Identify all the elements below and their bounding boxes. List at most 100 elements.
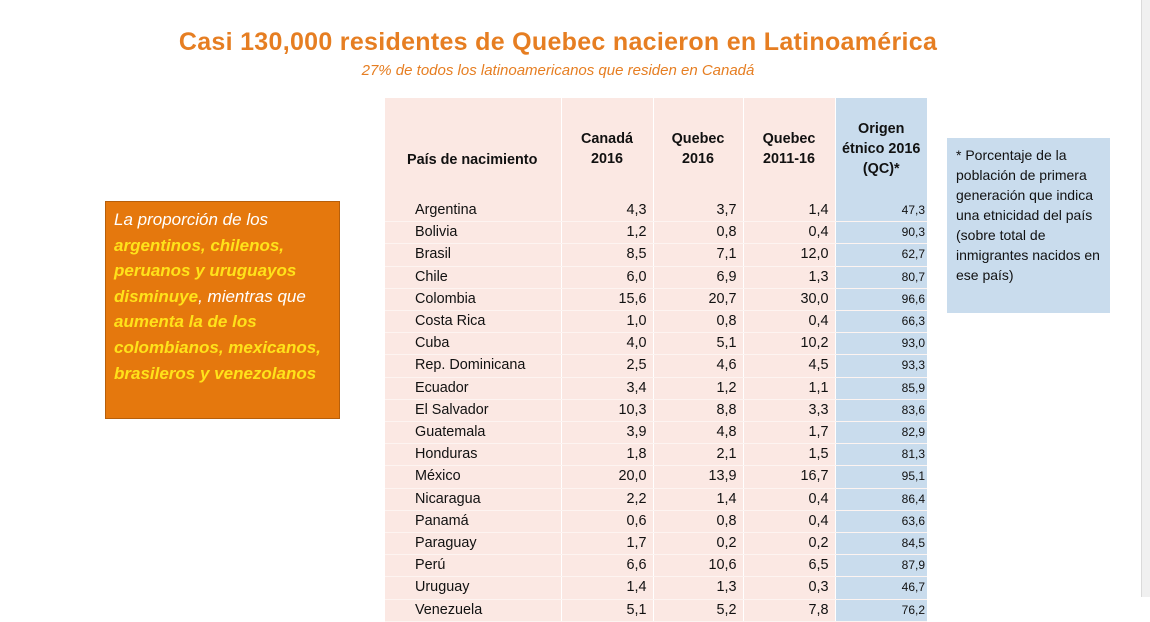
cell-country: Colombia	[385, 288, 561, 312]
page-title: Casi 130,000 residentes de Quebec nacier…	[178, 28, 938, 56]
cell-quebec-2011-16: 7,8	[742, 599, 835, 622]
callout-text-2: , mientras que	[198, 286, 306, 306]
header-quebec-2011-16: Quebec 2011-16	[742, 98, 835, 200]
table-row: Uruguay 1,4 1,3 0,3 46,7	[385, 576, 927, 600]
cell-country: Argentina	[385, 200, 561, 223]
table-row: Rep. Dominicana 2,5 4,6 4,5 93,3	[385, 354, 927, 378]
cell-country: Guatemala	[385, 421, 561, 445]
table-row: Cuba 4,0 5,1 10,2 93,0	[385, 332, 927, 356]
cell-canada-2016: 6,0	[560, 266, 653, 289]
table-row: Paraguay 1,7 0,2 0,2 84,5	[385, 532, 927, 556]
cell-origen-etnico: 87,9	[834, 554, 927, 578]
cell-country: Rep. Dominicana	[385, 354, 561, 378]
cell-origen-etnico: 46,7	[834, 576, 927, 600]
table-row: Ecuador 3,4 1,2 1,1 85,9	[385, 377, 927, 400]
cell-quebec-2016: 2,1	[652, 443, 743, 467]
table-row: Argentina 4,3 3,7 1,4 47,3	[385, 200, 927, 223]
cell-quebec-2011-16: 1,5	[742, 443, 835, 467]
cell-country: Brasil	[385, 243, 561, 267]
cell-origen-etnico: 76,2	[834, 599, 927, 622]
cell-canada-2016: 4,0	[560, 332, 653, 356]
cell-quebec-2016: 20,7	[652, 288, 743, 312]
cell-canada-2016: 0,6	[560, 510, 653, 534]
cell-quebec-2016: 1,4	[652, 488, 743, 511]
cell-quebec-2016: 5,1	[652, 332, 743, 356]
table-row: Chile 6,0 6,9 1,3 80,7	[385, 266, 927, 289]
cell-quebec-2016: 0,8	[652, 221, 743, 245]
window-edge-bar	[1141, 0, 1150, 597]
cell-quebec-2011-16: 0,4	[742, 221, 835, 245]
table-row: El Salvador 10,3 8,8 3,3 83,6	[385, 399, 927, 423]
cell-origen-etnico: 82,9	[834, 421, 927, 445]
cell-quebec-2011-16: 0,4	[742, 310, 835, 334]
callout-text-1: La proporción de los	[114, 210, 269, 229]
cell-origen-etnico: 62,7	[834, 243, 927, 267]
cell-origen-etnico: 90,3	[834, 221, 927, 245]
table-row: Guatemala 3,9 4,8 1,7 82,9	[385, 421, 927, 445]
table-body: Argentina 4,3 3,7 1,4 47,3 Bolivia 1,2 0,8 0,4 90…	[385, 200, 927, 622]
cell-origen-etnico: 93,3	[834, 354, 927, 378]
page-subtitle: 27% de todos los latinoamericanos que re…	[361, 62, 755, 79]
cell-quebec-2016: 0,2	[652, 532, 743, 556]
cell-quebec-2016: 0,8	[652, 510, 743, 534]
table-row: Bolivia 1,2 0,8 0,4 90,3	[385, 221, 927, 245]
header-country: País de nacimiento	[385, 98, 561, 200]
cell-quebec-2016: 8,8	[652, 399, 743, 423]
callout-box: La proporción de los argentinos, chileno…	[105, 201, 340, 419]
cell-country: Perú	[385, 554, 561, 578]
table-row: Perú 6,6 10,6 6,5 87,9	[385, 554, 927, 578]
cell-origen-etnico: 80,7	[834, 266, 927, 289]
cell-origen-etnico: 85,9	[834, 377, 927, 400]
cell-canada-2016: 3,9	[560, 421, 653, 445]
cell-origen-etnico: 81,3	[834, 443, 927, 467]
table-header-row: País de nacimiento Canadá 2016 Quebec 2016…	[385, 98, 927, 200]
cell-origen-etnico: 83,6	[834, 399, 927, 423]
table-row: Nicaragua 2,2 1,4 0,4 86,4	[385, 488, 927, 511]
cell-country: Cuba	[385, 332, 561, 356]
cell-quebec-2011-16: 6,5	[742, 554, 835, 578]
cell-quebec-2011-16: 0,4	[742, 510, 835, 534]
cell-quebec-2011-16: 1,4	[742, 200, 835, 223]
cell-quebec-2016: 7,1	[652, 243, 743, 267]
cell-quebec-2011-16: 1,7	[742, 421, 835, 445]
cell-canada-2016: 5,1	[560, 599, 653, 622]
cell-country: Bolivia	[385, 221, 561, 245]
cell-quebec-2016: 3,7	[652, 200, 743, 223]
cell-canada-2016: 8,5	[560, 243, 653, 267]
cell-origen-etnico: 47,3	[834, 200, 927, 223]
cell-quebec-2016: 4,6	[652, 354, 743, 378]
cell-origen-etnico: 66,3	[834, 310, 927, 334]
cell-country: Nicaragua	[385, 488, 561, 511]
cell-quebec-2011-16: 1,3	[742, 266, 835, 289]
cell-country: Costa Rica	[385, 310, 561, 334]
cell-canada-2016: 6,6	[560, 554, 653, 578]
header-canada-2016: Canadá 2016	[560, 98, 653, 200]
cell-origen-etnico: 95,1	[834, 465, 927, 489]
cell-quebec-2011-16: 4,5	[742, 354, 835, 378]
cell-quebec-2011-16: 12,0	[742, 243, 835, 267]
cell-country: México	[385, 465, 561, 489]
cell-canada-2016: 10,3	[560, 399, 653, 423]
cell-canada-2016: 1,7	[560, 532, 653, 556]
cell-quebec-2016: 5,2	[652, 599, 743, 622]
cell-quebec-2011-16: 30,0	[742, 288, 835, 312]
cell-canada-2016: 2,2	[560, 488, 653, 511]
cell-country: Chile	[385, 266, 561, 289]
cell-canada-2016: 3,4	[560, 377, 653, 400]
cell-country: Venezuela	[385, 599, 561, 622]
cell-canada-2016: 1,0	[560, 310, 653, 334]
cell-country: Ecuador	[385, 377, 561, 400]
table-row: Honduras 1,8 2,1 1,5 81,3	[385, 443, 927, 467]
table-row: Panamá 0,6 0,8 0,4 63,6	[385, 510, 927, 534]
footnote-box: * Porcentaje de la población de primera …	[947, 138, 1110, 313]
table-row: Brasil 8,5 7,1 12,0 62,7	[385, 243, 927, 267]
cell-quebec-2016: 1,2	[652, 377, 743, 400]
cell-quebec-2011-16: 0,2	[742, 532, 835, 556]
cell-quebec-2016: 1,3	[652, 576, 743, 600]
cell-canada-2016: 15,6	[560, 288, 653, 312]
cell-quebec-2016: 0,8	[652, 310, 743, 334]
cell-country: El Salvador	[385, 399, 561, 423]
cell-quebec-2016: 6,9	[652, 266, 743, 289]
table-row: Colombia 15,6 20,7 30,0 96,6	[385, 288, 927, 312]
cell-quebec-2011-16: 10,2	[742, 332, 835, 356]
